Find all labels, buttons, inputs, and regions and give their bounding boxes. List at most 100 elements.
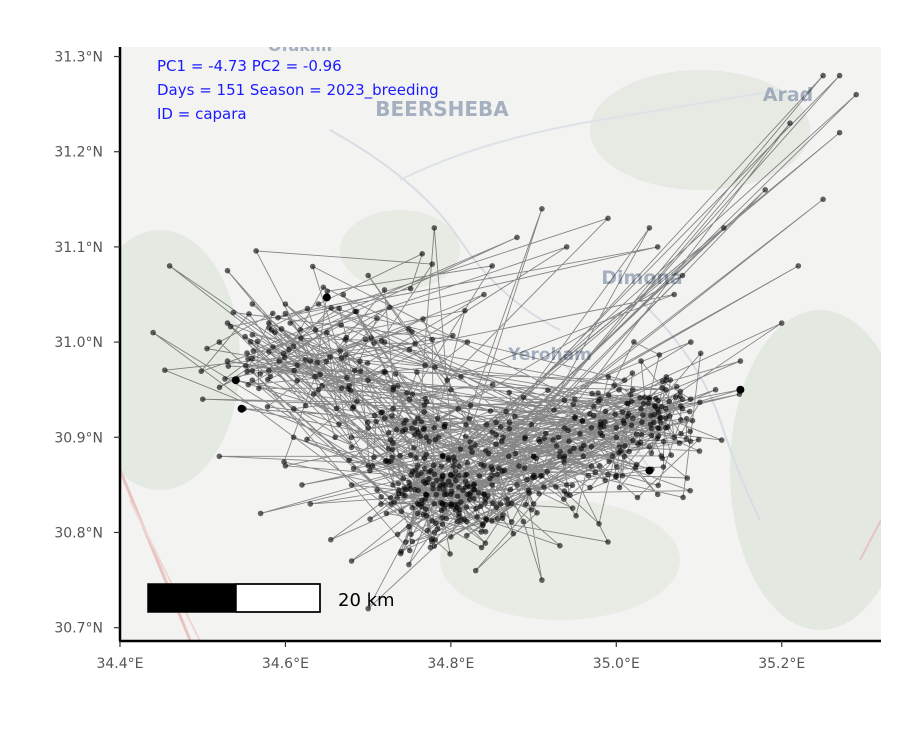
track-point [668, 452, 675, 459]
track-point [348, 482, 355, 488]
track-point [524, 476, 530, 483]
track-point [430, 481, 436, 488]
track-point [373, 418, 379, 425]
track-point [590, 412, 597, 419]
track-point [378, 409, 384, 416]
track-point [438, 507, 445, 514]
track-point [338, 322, 344, 328]
track-point [421, 409, 427, 415]
track-point [530, 453, 537, 460]
track-point [294, 362, 301, 368]
track-point [489, 381, 496, 388]
track-point [249, 355, 255, 362]
track-point [406, 346, 413, 353]
x-tick-label: 35.0°E [593, 656, 640, 672]
track-point [216, 339, 223, 345]
track-point [395, 383, 401, 389]
track-point [365, 425, 372, 431]
track-point [630, 386, 636, 393]
track-point [651, 402, 658, 409]
track-point [646, 225, 653, 231]
track-point [357, 358, 363, 364]
track-point [371, 340, 378, 346]
track-point [508, 500, 515, 507]
track-point [439, 501, 446, 507]
y-tick-label: 31.2°N [54, 145, 103, 161]
track-point [544, 468, 550, 475]
track-point [365, 377, 372, 384]
track-point [640, 400, 647, 407]
track-point [497, 501, 504, 507]
track-point [503, 408, 509, 415]
track-point [431, 425, 438, 431]
track-point [441, 423, 448, 430]
track-point [304, 436, 310, 443]
track-point [247, 339, 254, 345]
track-point [382, 369, 389, 376]
track-point [667, 377, 674, 383]
track-point [680, 494, 686, 501]
track-point [447, 551, 453, 557]
track-point [456, 472, 462, 479]
track-point [444, 377, 451, 384]
x-axis-ticks: 34.4°E 34.6°E 34.8°E 35.0°E 35.2°E [96, 641, 805, 672]
track-point [483, 421, 490, 428]
track-point [403, 417, 409, 424]
track-point [478, 544, 485, 551]
track-point [302, 402, 309, 409]
track-point [687, 438, 694, 445]
track-point [389, 454, 396, 461]
track-point [317, 371, 324, 378]
track-point [654, 425, 661, 431]
track-point [836, 129, 843, 136]
track-point [587, 484, 593, 491]
track-point [464, 518, 470, 525]
track-point [354, 398, 360, 405]
track-point [472, 442, 478, 448]
track-point [290, 405, 297, 412]
track-point [563, 482, 570, 488]
track-point [328, 305, 335, 311]
track-point [795, 263, 802, 269]
track-point [605, 471, 611, 478]
track-point [638, 432, 645, 438]
track-point-highlight [322, 293, 331, 302]
track-point-highlight [231, 376, 240, 385]
track-point [536, 491, 542, 497]
track-point [688, 339, 694, 345]
track-point [448, 501, 454, 507]
track-point [406, 561, 412, 568]
track-point [216, 453, 223, 460]
track-point [266, 320, 272, 326]
track-point [525, 487, 532, 494]
track-point [440, 452, 446, 459]
track-point [385, 445, 392, 452]
track-point [441, 487, 447, 493]
track-point [820, 196, 826, 203]
place-label-beersheba: BEERSHEBA [375, 97, 509, 121]
track-point [494, 516, 501, 522]
track-point [460, 487, 466, 494]
track-point [493, 419, 499, 426]
track-point [430, 462, 437, 469]
track-point [625, 400, 631, 407]
track-point [198, 368, 205, 375]
track-point [367, 467, 373, 474]
x-tick-label: 34.4°E [96, 656, 143, 672]
track-point [383, 457, 390, 464]
track-point [462, 307, 468, 314]
track-point [480, 522, 486, 529]
track-point [464, 339, 471, 345]
track-point [407, 485, 413, 492]
scale-bar-black-segment [148, 584, 236, 612]
track-point [390, 482, 396, 488]
track-point [450, 332, 456, 339]
track-point [445, 455, 452, 461]
track-point [561, 496, 567, 503]
track-point-highlight [237, 404, 246, 413]
track-point [551, 407, 557, 413]
track-point [404, 389, 410, 396]
road [129, 499, 201, 641]
track-point [481, 463, 487, 469]
track-point [281, 459, 287, 465]
